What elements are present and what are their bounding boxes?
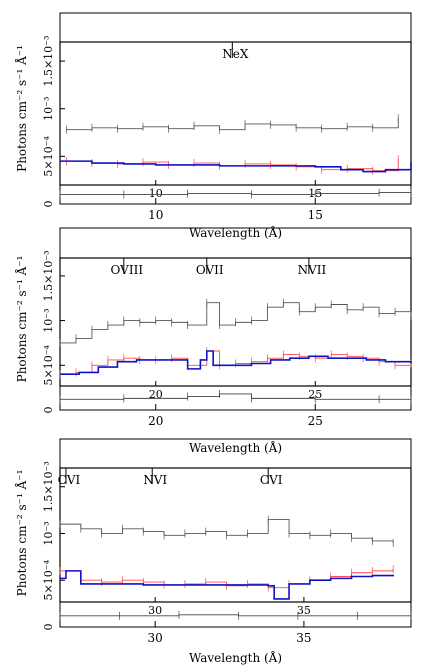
inset-x-tick-label: 25 — [308, 388, 322, 401]
x-axis-label: Wavelength (Å) — [189, 650, 282, 665]
y-axis-label: Photons cm⁻² s⁻¹ Å⁻¹ — [14, 470, 29, 597]
chart-panel-3: 0 5×10⁻⁴ 10⁻³ 1.5×10⁻³ Photons cm⁻² s⁻¹ Å⁻¹ 3… — [14, 438, 412, 665]
line-marker-label: CVI — [260, 473, 283, 487]
x-axis-label: Wavelength (Å) — [189, 440, 282, 455]
y-tick-label: 10⁻³ — [42, 308, 55, 332]
y-tick-label: 5×10⁻⁴ — [42, 559, 55, 600]
inner-frame — [59, 41, 412, 186]
series-4-line — [60, 614, 411, 617]
line-marker-label: OVIII — [111, 263, 144, 277]
y-tick-label: 0 — [42, 624, 55, 631]
x-tick-label: 20 — [148, 414, 163, 428]
inset-x-tick-label: 30 — [148, 604, 162, 617]
y-tick-label: 1.5×10⁻³ — [42, 461, 55, 512]
y-tick-label: 10⁻³ — [42, 521, 55, 545]
y-tick-label: 1.5×10⁻³ — [42, 36, 55, 87]
x-tick-label: 25 — [308, 414, 323, 428]
x-tick-label: 15 — [308, 208, 323, 222]
y-tick-label: 5×10⁻⁴ — [42, 136, 55, 177]
series-4-line — [60, 393, 412, 401]
inset-x-tick-label: 10 — [149, 187, 163, 200]
inner-frame — [59, 257, 412, 387]
series-4-line — [60, 192, 411, 195]
line-marker-label: OVII — [196, 263, 224, 277]
chart-panel-2: 0 5×10⁻⁴ 10⁻³ 1.5×10⁻³ Photons cm⁻² s⁻¹ Å⁻¹ 2… — [14, 227, 412, 455]
line-marker-label: NVI — [143, 473, 167, 487]
y-axis-label: Photons cm⁻² s⁻¹ Å⁻¹ — [14, 256, 29, 383]
series-3-line — [60, 350, 412, 376]
line-marker-label: NeX — [222, 47, 249, 61]
chart-panel-1: 0 5×10⁻⁴ 10⁻³ 1.5×10⁻³ Photons cm⁻² s⁻¹ Å⁻¹ 1… — [14, 12, 412, 240]
series-3-line — [60, 160, 412, 173]
y-tick-label: 10⁻³ — [42, 97, 55, 121]
x-tick-label: 10 — [148, 208, 163, 222]
y-axis-label: Photons cm⁻² s⁻¹ Å⁻¹ — [14, 45, 29, 172]
inset-x-tick-label: 35 — [297, 604, 311, 617]
y-tick-label: 5×10⁻⁴ — [42, 344, 55, 385]
line-marker-label: CVI — [58, 473, 81, 487]
x-axis-label: Wavelength (Å) — [189, 225, 282, 240]
series-3-line — [60, 570, 394, 600]
inset-x-tick-label: 20 — [149, 388, 163, 401]
inner-frame — [59, 467, 412, 603]
line-marker-label: NVII — [298, 263, 327, 277]
y-tick-label: 0 — [42, 201, 55, 208]
outer-frame — [59, 438, 412, 628]
x-tick-label: 30 — [148, 631, 163, 645]
y-tick-label: 0 — [42, 407, 55, 414]
series-1-line — [66, 118, 399, 131]
x-tick-label: 35 — [296, 631, 311, 645]
y-tick-label: 1.5×10⁻³ — [42, 250, 55, 301]
